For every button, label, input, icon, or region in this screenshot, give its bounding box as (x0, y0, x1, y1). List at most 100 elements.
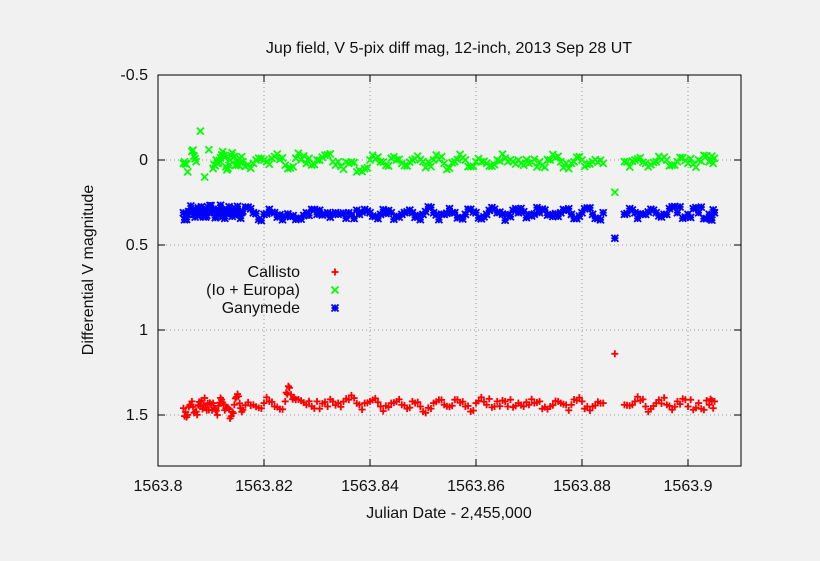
data-point (300, 399, 308, 407)
y-tick-label: -0.5 (120, 67, 148, 84)
data-point (533, 398, 541, 406)
data-point (660, 394, 668, 402)
data-point (197, 396, 205, 404)
data-point (554, 397, 562, 405)
legend-label-io-europa: (Io + Europa) (206, 282, 300, 299)
data-point (458, 153, 467, 162)
data-point (260, 399, 268, 407)
data-point (195, 209, 204, 218)
data-point (424, 157, 433, 166)
data-point (211, 406, 219, 414)
data-point (204, 145, 214, 154)
data-point (257, 154, 266, 163)
data-point (190, 154, 200, 163)
data-point (485, 395, 493, 403)
data-point (326, 149, 335, 158)
legend-marker-2 (330, 303, 340, 313)
data-point (628, 157, 637, 166)
series-0 (179, 350, 718, 422)
data-point (307, 160, 316, 170)
data-point (342, 214, 351, 223)
data-point (332, 401, 340, 409)
data-point (268, 398, 276, 406)
data-point (392, 155, 401, 165)
data-point (671, 403, 679, 411)
data-point (448, 158, 457, 167)
data-point (257, 216, 266, 225)
plot-frame (157, 74, 742, 467)
data-point (610, 188, 619, 197)
data-point (540, 163, 550, 172)
data-point (236, 399, 244, 407)
data-point (544, 405, 552, 413)
data-point (405, 205, 414, 215)
data-point (469, 162, 478, 171)
data-point (228, 408, 236, 416)
data-point (522, 398, 530, 406)
data-point (358, 406, 366, 414)
data-point (278, 153, 287, 162)
x-tick-label: 1563.88 (553, 478, 611, 495)
data-point (681, 156, 690, 165)
data-point (448, 402, 456, 410)
data-point (708, 397, 716, 405)
data-point (675, 153, 685, 162)
data-point (438, 396, 446, 404)
data-point (466, 162, 475, 171)
legend-marker-0 (331, 268, 339, 276)
data-point (611, 350, 619, 358)
data-point (501, 397, 509, 405)
data-point (628, 205, 637, 215)
data-point (639, 395, 647, 403)
data-point (546, 155, 555, 165)
data-point (197, 202, 206, 211)
data-point (707, 216, 716, 225)
data-point (496, 402, 504, 410)
data-point (254, 154, 263, 163)
data-point (625, 162, 634, 172)
data-point (384, 206, 393, 215)
data-point (279, 405, 287, 413)
legend-marker-1 (330, 285, 340, 295)
data-point (324, 403, 332, 410)
data-point (575, 394, 583, 402)
data-point (700, 406, 708, 414)
data-point (246, 164, 255, 173)
data-point (596, 155, 605, 165)
y-tick-label: 0.5 (126, 237, 148, 254)
data-point (464, 402, 472, 410)
data-point (426, 162, 436, 171)
data-point (676, 400, 684, 408)
data-point (405, 158, 414, 167)
data-point (554, 152, 563, 161)
data-point (376, 157, 385, 166)
data-point (477, 393, 485, 401)
data-point (294, 149, 303, 158)
data-point (347, 157, 356, 167)
data-point (321, 398, 329, 406)
data-point (373, 214, 383, 223)
data-point (416, 215, 425, 224)
data-point (193, 411, 201, 419)
data-point (337, 403, 345, 411)
data-point (480, 398, 488, 406)
data-point (459, 398, 467, 406)
data-point (528, 395, 536, 403)
data-point (498, 150, 507, 159)
data-point (207, 400, 215, 408)
data-point (384, 161, 393, 171)
data-point (479, 212, 489, 221)
data-point (289, 162, 298, 171)
data-point (379, 407, 387, 415)
data-point (182, 160, 191, 169)
data-point (585, 203, 595, 213)
data-point (650, 402, 658, 410)
x-tick-label: 1563.86 (447, 478, 505, 495)
data-point (421, 207, 430, 216)
data-point (196, 126, 205, 136)
data-points (179, 126, 719, 422)
data-point (519, 161, 528, 170)
legend-markers (330, 268, 340, 313)
data-point (179, 404, 187, 412)
